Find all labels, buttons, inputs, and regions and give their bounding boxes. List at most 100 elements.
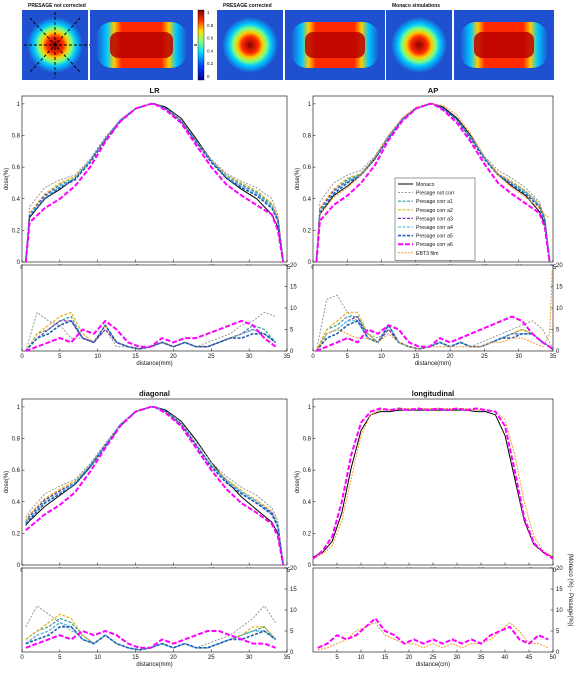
y-tick-label: 0.6 — [303, 165, 312, 171]
y-tick-label: 20 — [556, 263, 563, 269]
y-tick-label: 5 — [290, 328, 294, 334]
x-tick-label: 35 — [550, 354, 557, 360]
x-tick-label: 30 — [246, 655, 253, 661]
y-tick-label: 15 — [290, 587, 297, 593]
dose-map-circle — [222, 17, 278, 73]
plot-panel-5: 0510152025303500.20.40.60.81diagonaldose… — [4, 389, 291, 574]
y-tick-label: 0.8 — [303, 437, 312, 443]
series-line-presage-corr-a6 — [24, 102, 285, 263]
dose-map-3 — [217, 10, 283, 80]
plot-panel-7: 510152025303540455000.20.40.60.81longitu… — [295, 389, 557, 574]
plot-frame — [21, 264, 288, 352]
legend-entry: Presage corr a3 — [416, 216, 453, 222]
y-tick-label: 0.4 — [303, 500, 312, 506]
y-tick-label: 20 — [290, 263, 297, 269]
heatmap-group-title: PRESAGE not corrected — [28, 3, 86, 9]
x-tick-label: 0 — [311, 354, 315, 360]
x-tick-label: 0 — [20, 354, 24, 360]
series-line-ebt3-film — [315, 103, 550, 263]
plot-title: longitudinal — [412, 389, 455, 398]
series-line-presage-corr-a6 — [317, 617, 549, 649]
y-tick-label: 20 — [290, 566, 297, 572]
x-axis-label: distance(mm) — [136, 361, 172, 367]
dose-map-5 — [386, 10, 452, 80]
y-tick-label: 0.8 — [12, 437, 21, 443]
y-tick-label: 0.2 — [303, 228, 312, 234]
x-tick-label: 35 — [550, 265, 557, 271]
y-tick-label: 0 — [308, 260, 312, 266]
y-tick-label: 10 — [556, 608, 563, 614]
series-line-presage-not-corr — [25, 103, 284, 263]
x-tick-label: 35 — [284, 655, 291, 661]
x-tick-label: 10 — [378, 354, 385, 360]
legend-box — [394, 177, 476, 261]
plot-frame — [21, 398, 288, 566]
y-tick-label: 1 — [17, 102, 21, 108]
dose-map-2 — [90, 10, 193, 80]
y-tick-label: 0.8 — [303, 134, 312, 140]
colorbar — [197, 9, 205, 81]
x-tick-label: 35 — [284, 265, 291, 271]
x-tick-label: 45 — [526, 655, 533, 661]
series-line-presage-corr-a6 — [312, 407, 554, 560]
heatmap-panels: 1 0.8 0.6 0.4 0.2 0 PRESAGE not corrected PRESA… — [22, 3, 554, 81]
series-line-presage-corr-a4 — [315, 103, 551, 263]
legend: Monaco Presage not corr Presage corr a1 Pre… — [394, 177, 476, 261]
y-axis-label: dose(%) — [4, 168, 10, 190]
y-axis-label: dose(%) — [4, 471, 10, 493]
dose-map-circle — [391, 17, 447, 73]
x-tick-label: 50 — [550, 568, 557, 574]
y-tick-label: 0.4 — [12, 500, 21, 506]
x-tick-label: 30 — [515, 354, 522, 360]
y-tick-label: 0 — [308, 563, 312, 569]
x-tick-label: 5 — [58, 655, 62, 661]
dose-map-core — [305, 32, 365, 58]
y-axis-label: |Monaco (%) - Presage(%)| — [567, 554, 573, 627]
colorbar-tick-label: 0.6 — [207, 36, 214, 41]
x-tick-label: 15 — [413, 354, 420, 360]
x-tick-label: 20 — [406, 655, 413, 661]
colorbar-tick-label: 0.2 — [207, 61, 214, 66]
y-tick-label: 0 — [290, 650, 294, 656]
legend-entry: Monaco — [416, 182, 435, 188]
y-axis-label: dose(%) — [295, 168, 301, 190]
y-tick-label: 0.6 — [12, 468, 21, 474]
y-tick-label: 0 — [290, 349, 294, 355]
y-tick-label: 0.6 — [12, 165, 21, 171]
series-line-presage-corr-a1 — [25, 103, 284, 263]
y-tick-label: 5 — [556, 629, 560, 635]
y-tick-label: 0.2 — [12, 228, 21, 234]
x-tick-label: 30 — [454, 655, 461, 661]
y-tick-label: 1 — [308, 405, 312, 411]
y-tick-label: 20 — [556, 566, 563, 572]
dose-map-4 — [285, 10, 385, 80]
dose-map-6 — [454, 10, 554, 80]
x-axis-label: distance(mm) — [136, 662, 172, 668]
plot-frame — [21, 567, 288, 653]
plot-frame — [21, 95, 288, 263]
series-line-presage-corr-a2 — [25, 613, 277, 651]
profile-plots: 0510152025303500.20.40.60.81LRdose(%)051… — [4, 86, 573, 668]
plot-panel-8: 5 10 15 20 25 30 35 40 45 5005101520distance(cm)|… — [312, 554, 573, 668]
series-line-presage-corr-a6 — [25, 319, 277, 352]
x-tick-label: 10 — [94, 655, 101, 661]
x-tick-label: 25 — [430, 655, 437, 661]
dose-map-1 — [22, 10, 198, 80]
x-tick-label: 15 — [132, 354, 139, 360]
y-tick-label: 0.6 — [303, 468, 312, 474]
y-tick-label: 10 — [290, 306, 297, 312]
x-tick-label: 5 — [58, 354, 62, 360]
series-line-ebt3-film — [317, 622, 549, 651]
x-axis-label: distance(mm) — [415, 361, 451, 367]
series-line-presage-corr-a4 — [25, 103, 284, 263]
series-line-presage-not-corr — [315, 294, 553, 352]
legend-entry: Presage corr a6 — [416, 242, 453, 248]
x-tick-label: 35 — [284, 568, 291, 574]
colorbar-tick-label: 0 — [207, 74, 210, 79]
y-tick-label: 0 — [17, 260, 21, 266]
series-line-presage-corr-a5 — [315, 320, 553, 352]
series-line-presage-corr-a2 — [25, 103, 284, 263]
dose-map-core — [110, 32, 173, 58]
